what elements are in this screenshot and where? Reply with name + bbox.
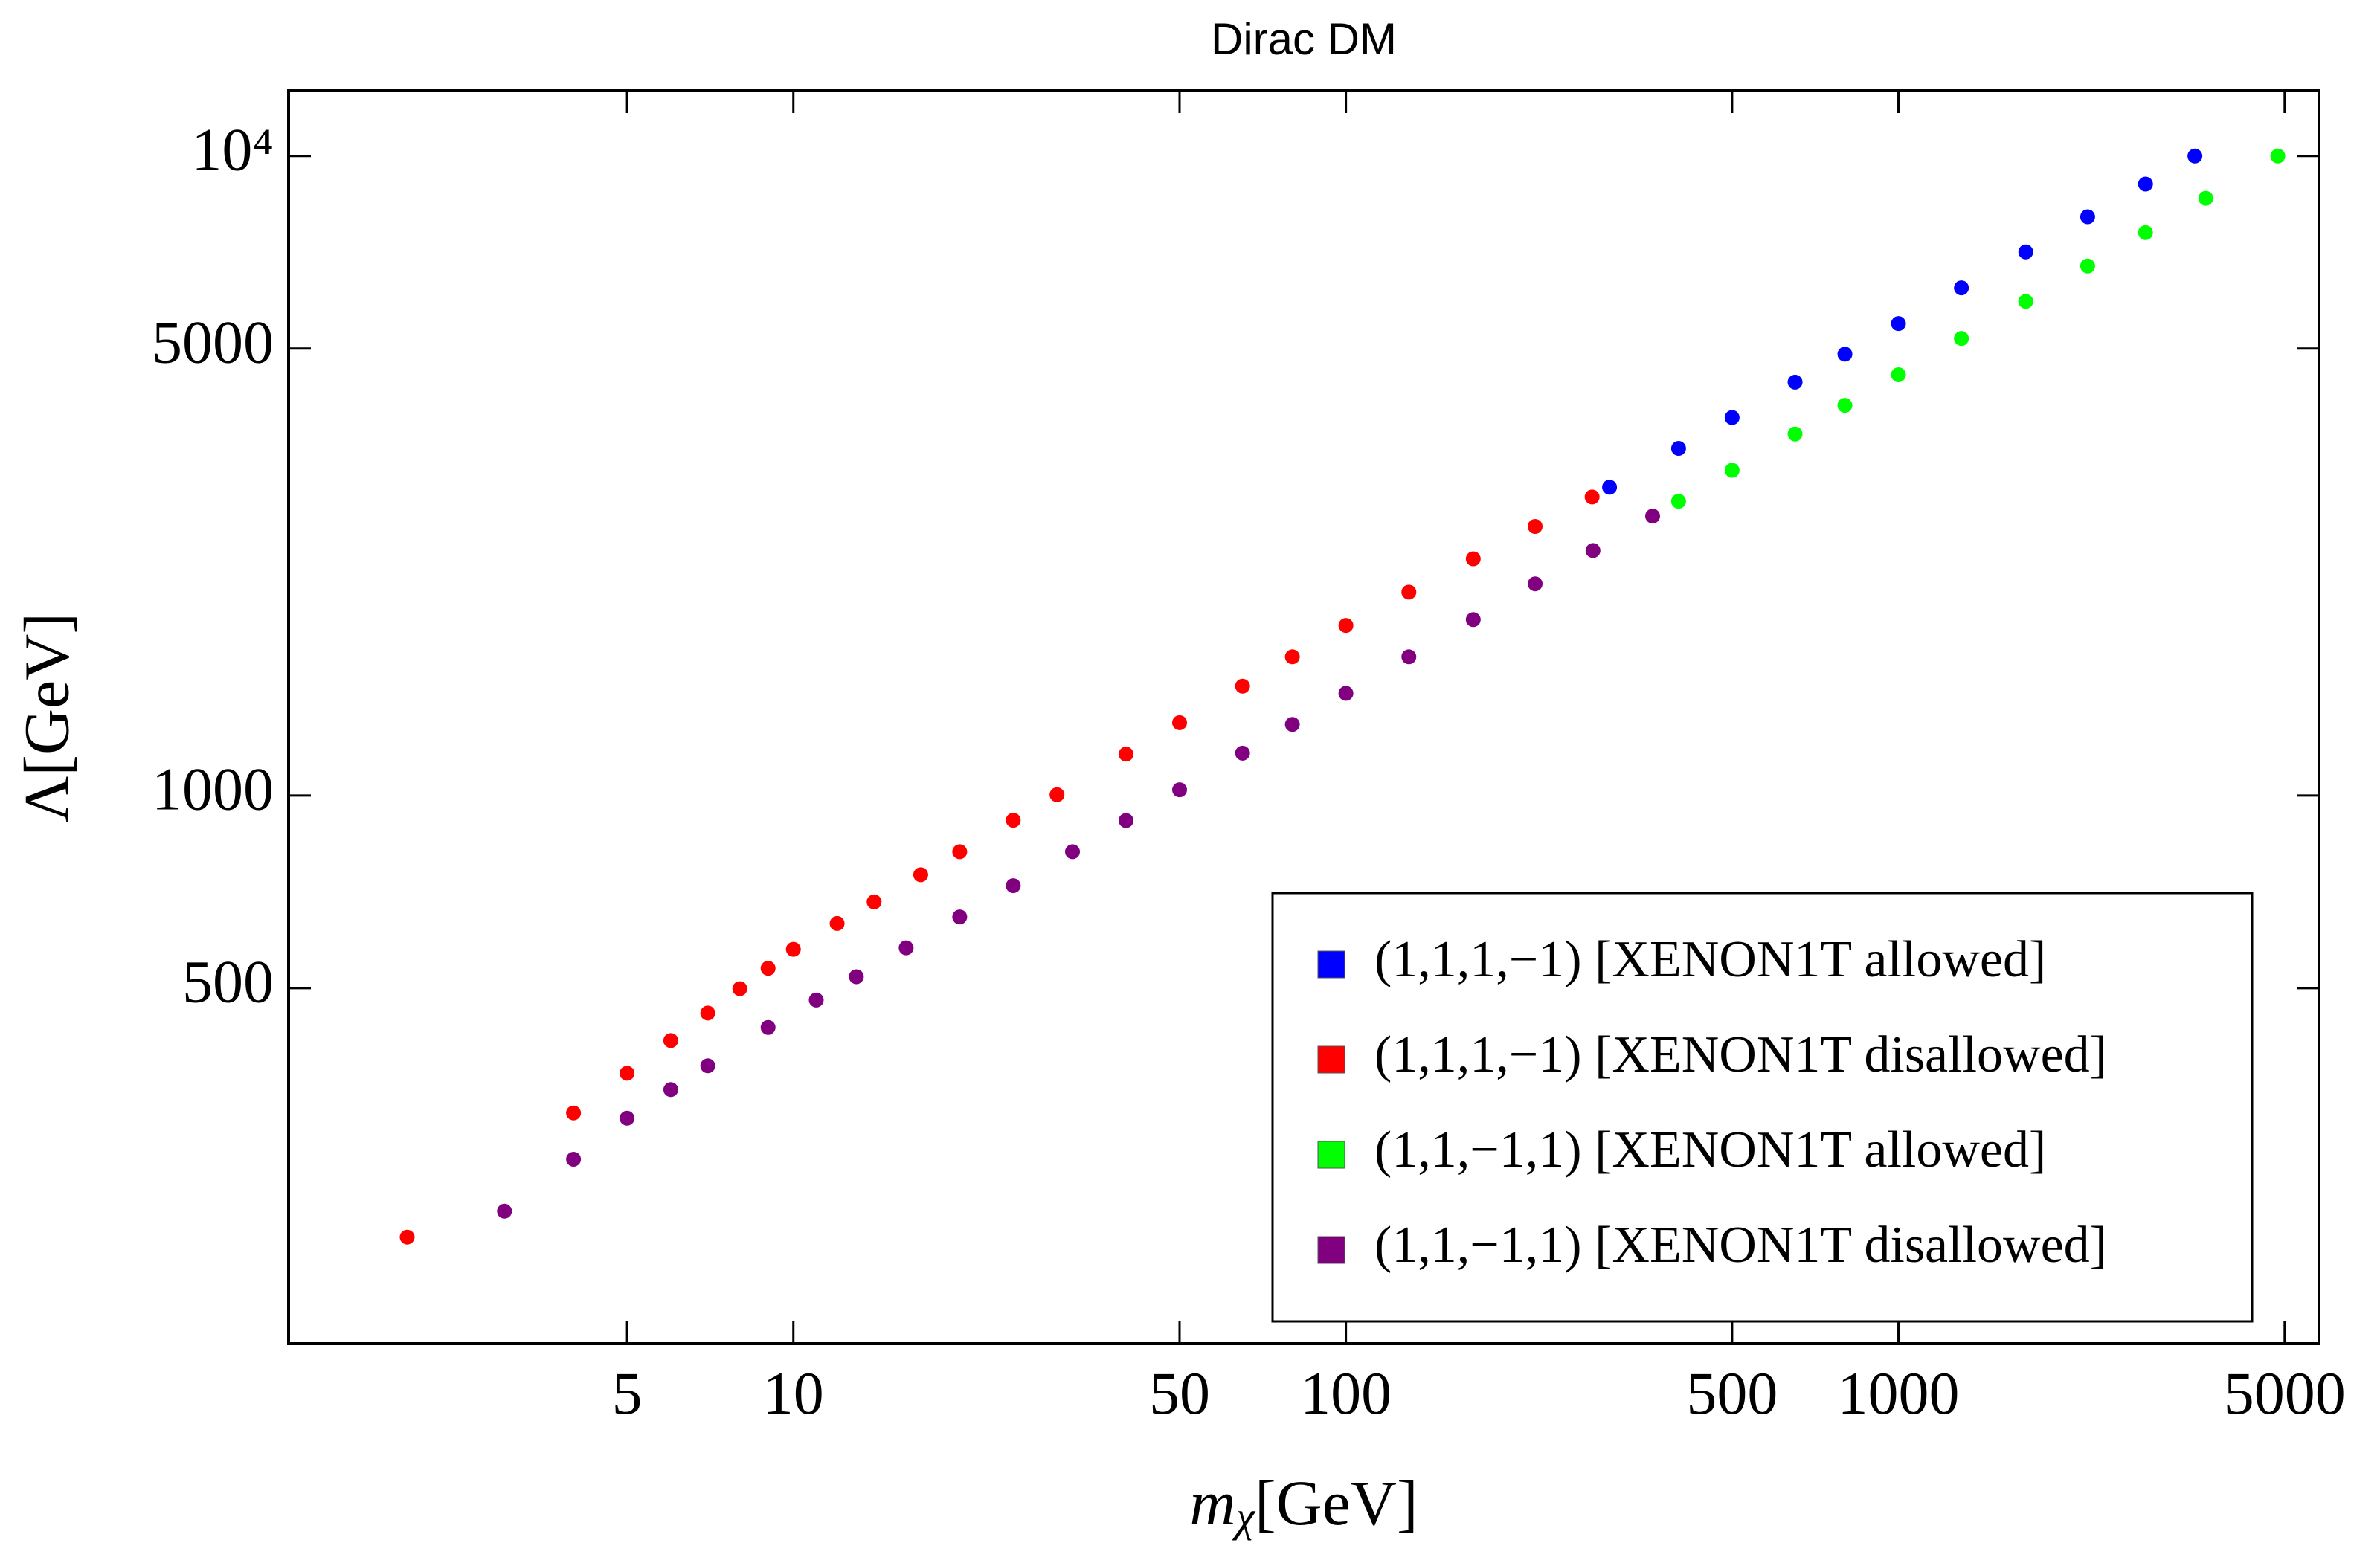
data-point — [1602, 480, 1618, 495]
legend-box — [1271, 892, 2254, 1323]
x-tick-label: 1000 — [1838, 1359, 1960, 1427]
data-point — [1119, 813, 1134, 828]
data-point — [2080, 209, 2095, 225]
data-point — [1891, 367, 1906, 382]
legend: (1,1,1,−1) [XENON1T allowed] (1,1,1,−1) [… — [1271, 892, 2254, 1323]
data-point — [1465, 612, 1481, 628]
data-point — [829, 915, 845, 931]
data-point — [2018, 294, 2033, 309]
x-tick-label: 10 — [763, 1359, 824, 1427]
x-axis-label: mχ[GeV] — [1189, 1467, 1418, 1541]
data-point — [1670, 441, 1686, 457]
data-point — [620, 1110, 635, 1126]
x-tick-label: 5000 — [2224, 1359, 2346, 1427]
data-point — [808, 992, 824, 1008]
plot-frame — [287, 89, 2320, 1345]
x-tick-label: 50 — [1149, 1359, 1210, 1427]
data-point — [1401, 649, 1417, 665]
y-tick-label: 5000 — [152, 309, 274, 376]
data-point — [1724, 463, 1740, 478]
legend-label: (1,1,−1,1) [XENON1T allowed] — [1374, 1121, 2046, 1179]
x-label-subscript: χ — [1232, 1492, 1255, 1541]
data-point — [1006, 813, 1021, 828]
data-point — [700, 1005, 715, 1021]
legend-swatch — [1317, 1236, 1345, 1264]
data-point — [732, 981, 747, 996]
data-point — [1670, 494, 1686, 509]
y-tick-label: 1000 — [152, 755, 274, 823]
data-point — [760, 1019, 776, 1035]
data-point — [2270, 148, 2286, 164]
data-point — [663, 1082, 678, 1098]
data-point — [2018, 244, 2033, 260]
legend-swatch — [1317, 950, 1345, 979]
y-tick-label: 500 — [182, 948, 274, 1016]
legend-label: (1,1,1,−1) [XENON1T disallowed] — [1374, 1026, 2107, 1083]
data-point — [700, 1058, 715, 1074]
data-point — [1954, 331, 1969, 347]
data-point — [1006, 878, 1021, 894]
data-point — [620, 1066, 635, 1081]
data-point — [2080, 258, 2095, 274]
legend-label: (1,1,−1,1) [XENON1T disallowed] — [1374, 1217, 2107, 1274]
data-point — [1171, 782, 1187, 798]
x-tick-label: 500 — [1686, 1359, 1778, 1427]
data-point — [1584, 489, 1600, 505]
data-point — [1645, 509, 1661, 524]
data-point — [1787, 426, 1803, 442]
data-point — [1891, 316, 1906, 332]
data-point — [1049, 787, 1065, 802]
data-point — [1171, 715, 1187, 730]
data-point — [866, 894, 882, 909]
legend-swatch — [1317, 1141, 1345, 1169]
data-point — [1724, 410, 1740, 425]
data-point — [497, 1203, 512, 1219]
data-point — [1837, 398, 1853, 413]
y-tick-label: 10⁴ — [191, 116, 274, 184]
data-point — [1119, 747, 1134, 762]
data-point — [913, 867, 928, 883]
data-point — [1837, 347, 1853, 362]
legend-swatch — [1317, 1045, 1345, 1074]
data-point — [1585, 543, 1601, 558]
data-point — [663, 1033, 678, 1048]
data-point — [2138, 225, 2153, 240]
data-point — [1465, 551, 1481, 567]
data-point — [952, 909, 968, 925]
chart-title: Dirac DM — [1211, 14, 1397, 64]
data-point — [399, 1229, 415, 1245]
data-point — [2198, 190, 2213, 206]
data-point — [1528, 576, 1543, 592]
data-point — [898, 940, 914, 956]
data-point — [1235, 678, 1250, 694]
y-axis-label: Λ[GeV] — [11, 613, 83, 822]
data-point — [2138, 176, 2153, 192]
x-label-symbol: m — [1189, 1467, 1235, 1538]
data-point — [1338, 686, 1354, 701]
data-point — [1401, 584, 1417, 600]
data-point — [785, 941, 801, 957]
legend-label: (1,1,1,−1) [XENON1T allowed] — [1374, 931, 2046, 988]
data-point — [566, 1105, 582, 1121]
data-point — [1284, 649, 1300, 665]
data-point — [1787, 374, 1803, 390]
data-point — [1235, 745, 1250, 761]
data-point — [1954, 280, 1969, 296]
data-point — [1284, 717, 1300, 732]
data-point — [566, 1151, 582, 1167]
x-tick-label: 5 — [612, 1359, 643, 1427]
data-point — [849, 969, 864, 985]
data-point — [1338, 618, 1354, 634]
data-point — [2187, 148, 2203, 164]
x-tick-label: 100 — [1300, 1359, 1392, 1427]
data-point — [760, 961, 776, 976]
data-point — [952, 844, 968, 860]
x-label-unit: [GeV] — [1255, 1467, 1418, 1538]
data-point — [1528, 518, 1543, 534]
data-point — [1065, 844, 1081, 860]
